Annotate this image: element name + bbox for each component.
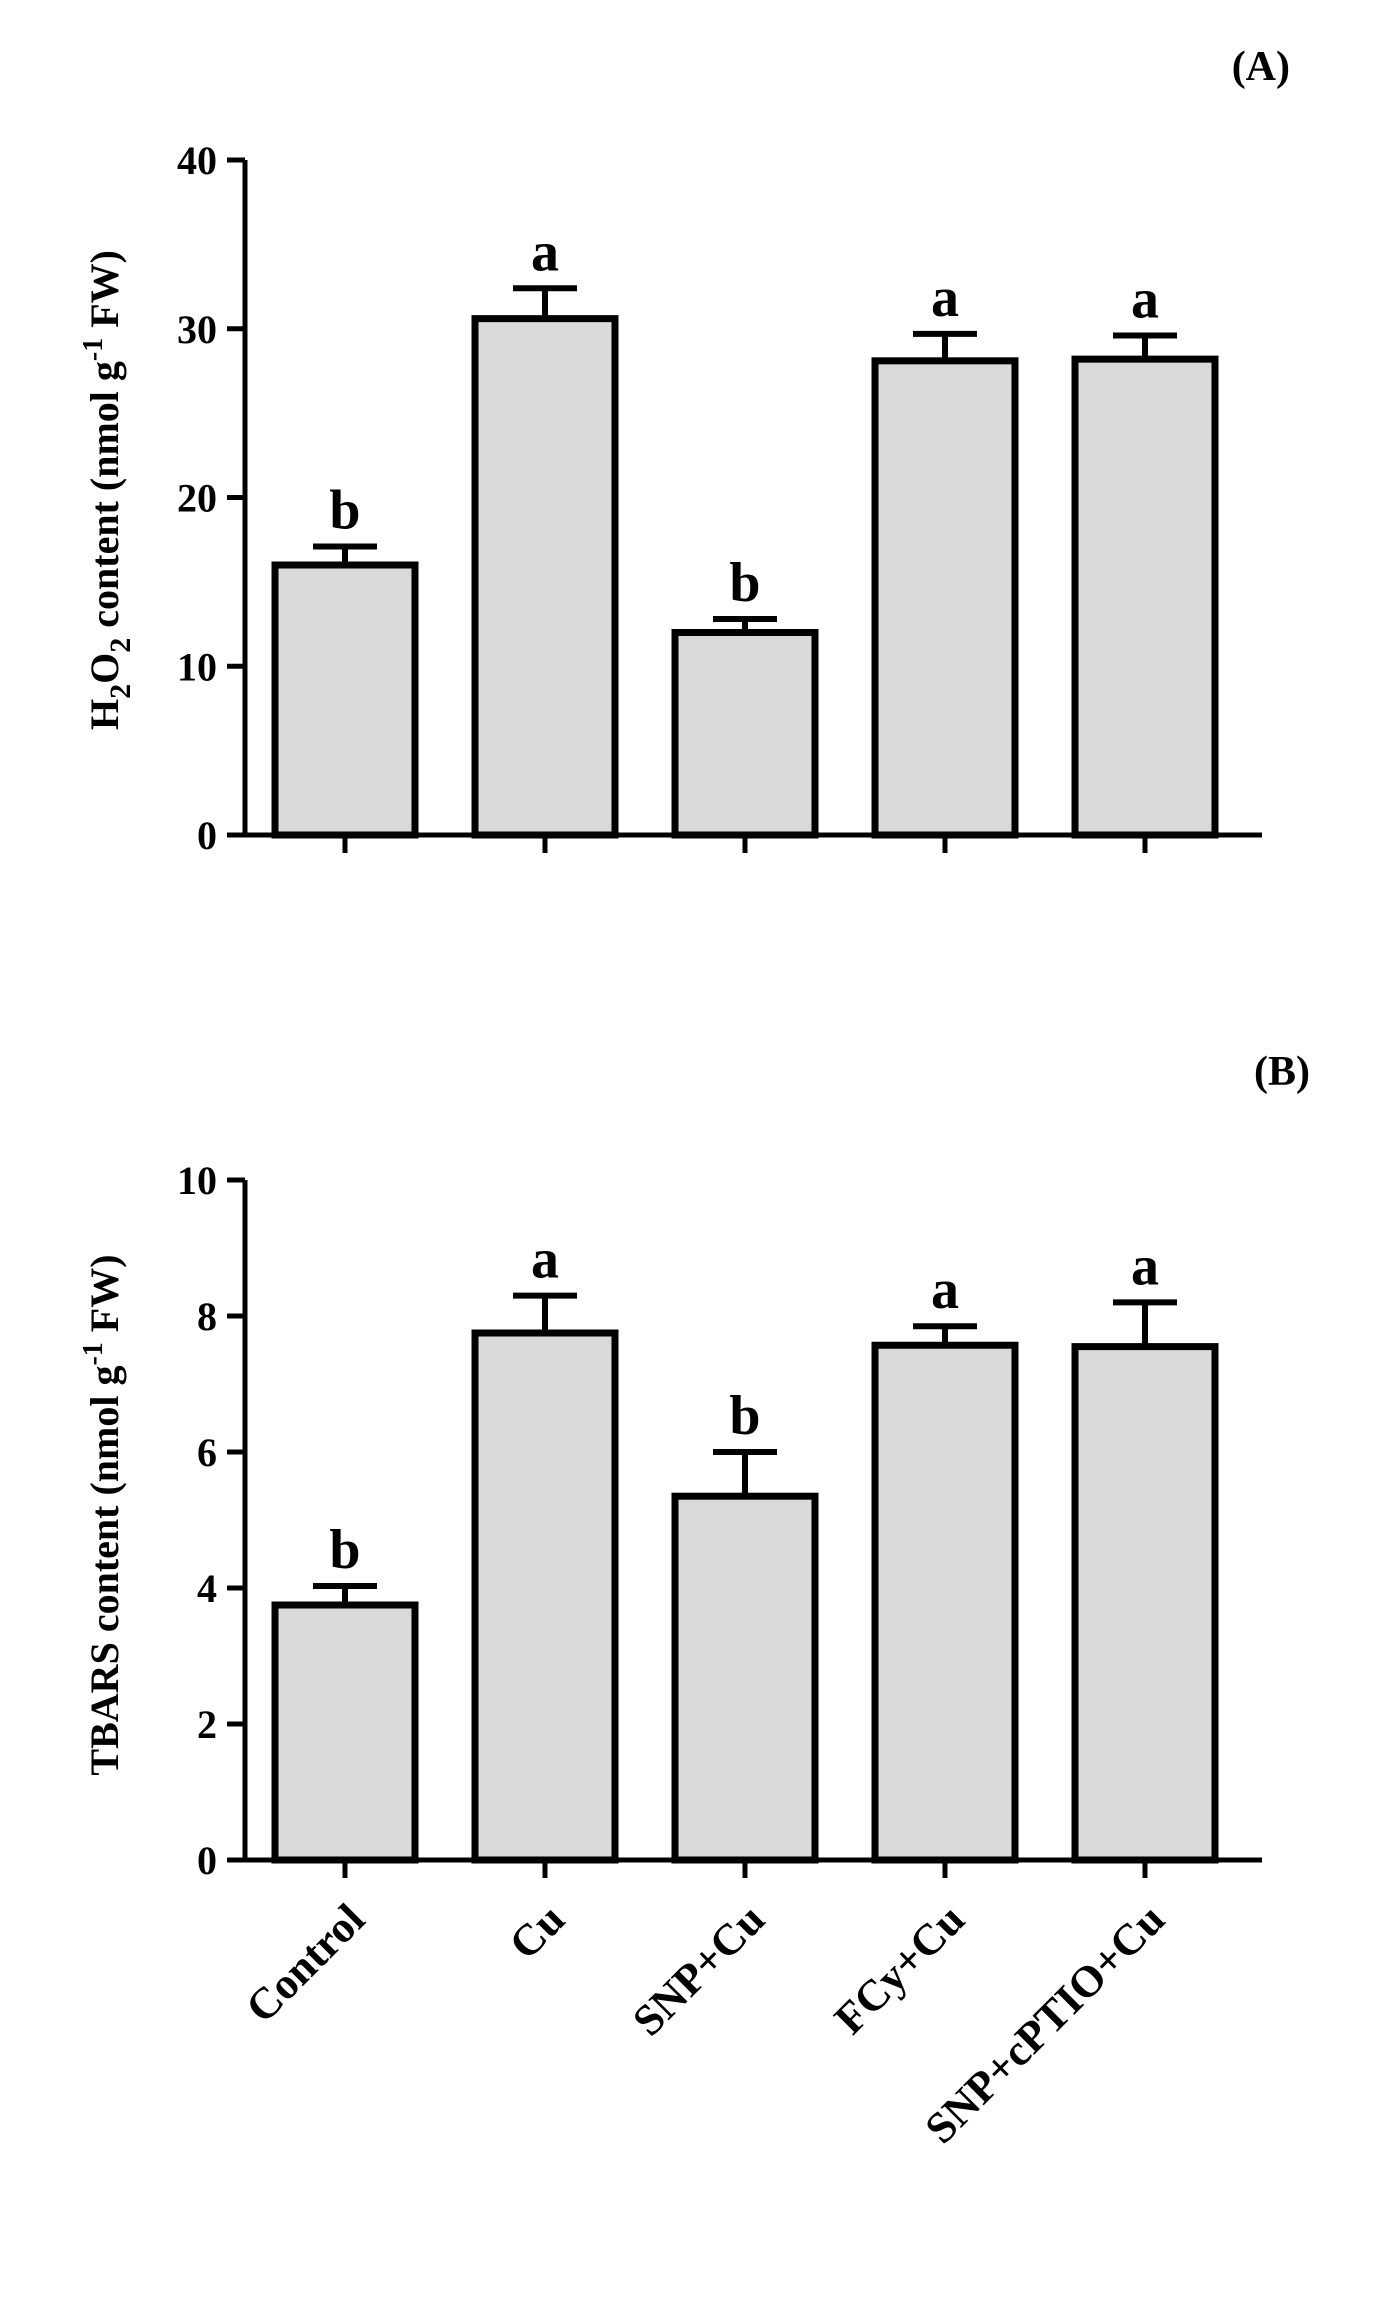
error-bar — [1113, 332, 1177, 360]
x-category-label: FCy+Cu — [825, 1894, 974, 2043]
bar-snp-cu — [671, 629, 819, 839]
bar-control — [271, 1601, 419, 1864]
bar-cu — [471, 315, 619, 839]
significance-letter: a — [1131, 1235, 1159, 1297]
x-category-label: Cu — [500, 1894, 574, 1968]
significance-letter: b — [729, 552, 760, 614]
panel-a-y-axis-label: H2O2 content (nmol g-1 FW) — [78, 250, 137, 730]
y-tick-label: 20 — [177, 476, 217, 521]
y-tick-label: 10 — [177, 644, 217, 689]
bar-fcy-cu — [871, 357, 1019, 839]
significance-letter: a — [1131, 269, 1159, 331]
significance-letter: a — [531, 221, 559, 283]
significance-letter: b — [329, 1519, 360, 1581]
error-bar — [913, 330, 977, 361]
x-category-label: Control — [236, 1894, 374, 2032]
y-tick-label: 0 — [197, 1838, 217, 1883]
bar-cu — [471, 1329, 619, 1864]
error-bar — [313, 1582, 377, 1605]
y-tick-label: 8 — [197, 1294, 217, 1339]
error-bar — [913, 1323, 977, 1346]
y-tick-label: 30 — [177, 307, 217, 352]
error-bar — [713, 1449, 777, 1497]
bar-fcy-cu — [871, 1341, 1019, 1864]
y-tick-label: 0 — [197, 813, 217, 858]
bar-snp-cu — [671, 1492, 819, 1864]
panel-b-label: (B) — [1254, 1049, 1310, 1095]
error-bar — [713, 616, 777, 633]
y-tick-label: 2 — [197, 1702, 217, 1747]
y-tick-label: 6 — [197, 1430, 217, 1475]
significance-letter: a — [531, 1229, 559, 1291]
bar-control — [271, 561, 419, 839]
panel-b-chart: (B) TBARS content (nmol g-1 FW) b a b a a 0 2… — [78, 1049, 1310, 2153]
panel-a-label: (A) — [1232, 44, 1290, 90]
panel-b-y-axis-label: TBARS content (nmol g-1 FW) — [78, 1254, 127, 1775]
significance-letter: b — [329, 479, 360, 541]
x-category-label: SNP+Cu — [623, 1894, 774, 2045]
significance-letter: b — [729, 1385, 760, 1447]
error-bar — [513, 1292, 577, 1333]
error-bar — [1113, 1299, 1177, 1347]
significance-letter: a — [931, 1259, 959, 1321]
y-tick-label: 10 — [177, 1158, 217, 1203]
significance-letter: a — [931, 267, 959, 329]
panel-a-chart: (A) H2O2 content (nmol g-1 FW) b a b a a 0 10… — [78, 44, 1290, 858]
y-tick-label: 40 — [177, 138, 217, 183]
error-bar — [513, 285, 577, 319]
y-tick-label: 4 — [197, 1566, 217, 1611]
bar-snp-cptio-cu — [1071, 355, 1219, 839]
bar-snp-cptio-cu — [1071, 1343, 1219, 1864]
error-bar — [313, 543, 377, 565]
